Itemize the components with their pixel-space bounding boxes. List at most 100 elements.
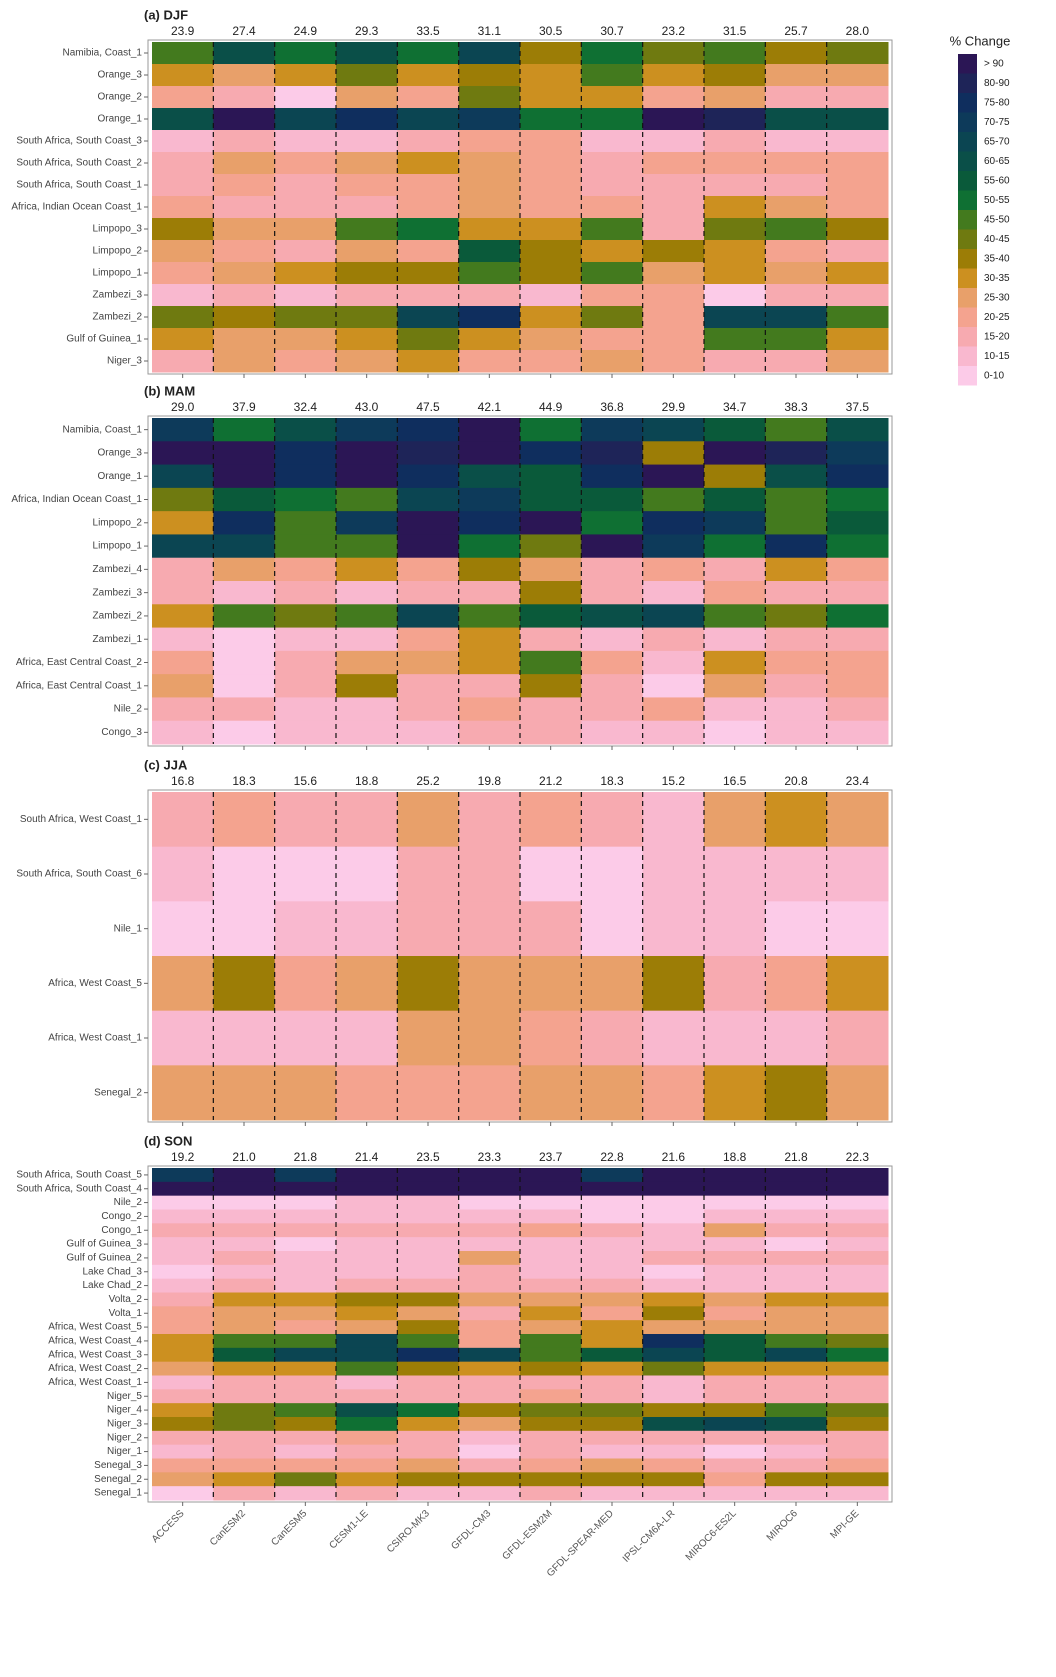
heat-cell — [152, 792, 214, 848]
column-label: GFDL-SPEAR-MED — [545, 1508, 616, 1579]
heat-cell — [520, 1430, 582, 1446]
column-mean: 23.3 — [478, 1150, 502, 1164]
heat-cell — [765, 42, 828, 65]
heat-cell — [581, 1472, 644, 1487]
heat-cell — [213, 1375, 276, 1390]
heat-cell — [397, 1486, 460, 1501]
heat-cell — [458, 464, 521, 489]
heat-cell — [397, 130, 460, 153]
heat-cell — [152, 487, 214, 512]
heat-cell — [213, 1472, 276, 1487]
heat-cell — [765, 64, 828, 87]
heat-cell — [152, 1223, 214, 1238]
heat-cell — [581, 42, 644, 65]
heat-cell — [152, 1430, 214, 1446]
heat-cell — [336, 350, 398, 373]
heat-cell — [581, 1458, 644, 1473]
heat-cell — [826, 284, 889, 307]
legend-label: 15-20 — [984, 331, 1010, 342]
heat-cell — [520, 1375, 582, 1390]
heat-cell — [581, 627, 644, 652]
heat-cell — [397, 581, 460, 605]
heat-cell — [152, 956, 214, 1012]
heat-cell — [642, 108, 705, 131]
heat-cell — [213, 240, 276, 263]
heat-cell — [765, 1389, 828, 1404]
row-label: Limpopo_1 — [93, 541, 143, 552]
column-mean: 34.7 — [723, 400, 747, 414]
heat-cell — [213, 42, 276, 65]
heat-cell — [458, 1195, 521, 1210]
heat-cell — [213, 108, 276, 131]
heat-cell — [336, 1347, 398, 1363]
heat-cell — [765, 86, 828, 109]
heat-cell — [336, 627, 398, 652]
heat-cell — [274, 1430, 337, 1446]
heat-cell — [826, 1264, 889, 1280]
heat-cell — [336, 218, 398, 241]
heat-cell — [642, 218, 705, 241]
heat-cell — [520, 441, 582, 466]
heat-cell — [152, 1168, 214, 1183]
heat-cell — [826, 1361, 889, 1376]
row-label: Nile_2 — [114, 1197, 143, 1208]
heat-cell — [274, 650, 337, 675]
row-label: South Africa, South Coast_3 — [16, 136, 142, 147]
heat-cell — [458, 108, 521, 131]
heat-cell — [581, 557, 644, 582]
heat-cell — [581, 196, 644, 219]
heat-cell — [274, 1209, 337, 1224]
heat-cell — [642, 1334, 705, 1349]
heat-cell — [520, 1361, 582, 1376]
column-mean: 23.2 — [662, 24, 686, 38]
heat-cell — [642, 174, 705, 197]
legend-label: 75-80 — [984, 97, 1010, 108]
heat-cell — [826, 1320, 889, 1335]
heat-cell — [458, 1065, 521, 1121]
heat-cell — [458, 196, 521, 219]
heat-cell — [826, 418, 889, 442]
heat-cell — [213, 1237, 276, 1252]
heat-cell — [336, 1010, 398, 1066]
heat-cell — [397, 262, 460, 285]
column-mean: 18.3 — [600, 774, 624, 788]
heat-cell — [213, 846, 276, 902]
column-mean: 23.7 — [539, 1150, 563, 1164]
heat-cell — [704, 1010, 766, 1066]
heat-cell — [274, 1195, 337, 1210]
heat-cell — [581, 650, 644, 675]
heat-cell — [642, 1223, 705, 1238]
heat-cell — [704, 130, 766, 153]
heat-cell — [336, 1065, 398, 1121]
heat-cell — [581, 511, 644, 535]
heat-cell — [765, 1361, 828, 1376]
heat-cell — [826, 64, 889, 87]
heat-cell — [152, 1417, 214, 1432]
heat-cell — [642, 511, 705, 535]
heat-cell — [826, 42, 889, 65]
heat-cell — [213, 350, 276, 373]
heat-cell — [397, 1389, 460, 1404]
heat-cell — [704, 846, 766, 902]
heat-cell — [458, 511, 521, 535]
heat-cell — [336, 108, 398, 131]
heat-cell — [581, 1375, 644, 1390]
legend-swatch — [958, 327, 977, 347]
legend-label: > 90 — [984, 58, 1004, 69]
heat-cell — [152, 174, 214, 197]
heat-cell — [581, 1237, 644, 1252]
heat-cell — [642, 1264, 705, 1280]
heat-cell — [458, 306, 521, 329]
heat-cell — [704, 697, 766, 722]
heat-cell — [336, 956, 398, 1012]
heat-cell — [213, 1389, 276, 1404]
heat-cell — [704, 108, 766, 131]
heat-cell — [581, 240, 644, 263]
heat-cell — [152, 674, 214, 698]
heat-cell — [581, 1486, 644, 1501]
heat-cell — [336, 1320, 398, 1335]
column-mean: 23.4 — [846, 774, 870, 788]
row-label: Lake Chad_3 — [83, 1266, 143, 1277]
heat-cell — [336, 418, 398, 442]
heat-cell — [274, 1168, 337, 1183]
